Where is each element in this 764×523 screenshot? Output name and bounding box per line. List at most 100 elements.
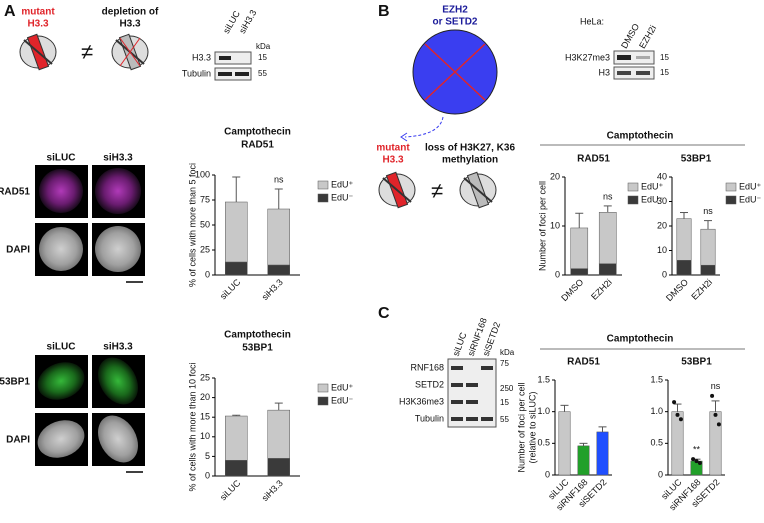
chart-title: RAD51 (577, 154, 610, 165)
bar-segment (570, 227, 589, 269)
data-point (697, 460, 702, 465)
label: mutant (21, 7, 55, 18)
legend-label: EdU⁺ (331, 382, 354, 392)
bar (596, 431, 609, 476)
arrowhead (400, 132, 408, 142)
bar-segment (676, 260, 692, 276)
row-label: DAPI (6, 435, 30, 446)
blot-row-label: H3K27me3 (565, 52, 610, 62)
legend-swatch (627, 195, 639, 205)
bar-segment (598, 212, 617, 264)
blot-row-label: RNF168 (410, 362, 444, 372)
y-tick-label: 20 (657, 220, 667, 230)
annotation: ns (711, 381, 721, 391)
blot-row-label: Tubulin (415, 413, 444, 423)
legend-swatch (627, 182, 639, 192)
y-tick-label: 20 (550, 171, 560, 181)
not-equal: ≠ (431, 178, 443, 203)
blot (613, 50, 655, 65)
y-tick-label: 50 (200, 219, 210, 229)
blot-row-label: H3 (598, 67, 610, 77)
not-equal: ≠ (81, 39, 93, 64)
x-tick-label: DMSO (664, 277, 690, 303)
y-tick-label: 0.5 (537, 438, 550, 448)
blot (613, 66, 655, 80)
legend-label: EdU⁺ (331, 179, 354, 189)
chart-title: Camptothecin (224, 127, 291, 138)
data-point (713, 412, 718, 417)
blot (214, 67, 252, 81)
blot (214, 51, 252, 65)
bar-segment (676, 218, 692, 261)
bar-segment (598, 263, 617, 276)
band (235, 72, 249, 76)
blot-row-label: SETD2 (415, 379, 444, 389)
legend-swatch (725, 182, 737, 192)
band (636, 56, 650, 59)
legend-label: EdU⁻ (739, 194, 762, 204)
chart-title: 53BP1 (681, 357, 712, 368)
bar-segment (700, 228, 716, 266)
y-tick-label: 100 (195, 169, 210, 179)
cross (424, 43, 486, 101)
legend-swatch (725, 195, 737, 205)
size-label: 55 (500, 415, 509, 424)
label: methylation (442, 155, 498, 166)
legend-swatch (317, 396, 329, 406)
y-tick-label: 0 (205, 470, 210, 480)
bar-segment (570, 268, 589, 276)
column-label: siLUC (47, 153, 76, 164)
row-label: 53BP1 (0, 377, 30, 388)
arrow (404, 116, 444, 138)
header: Camptothecin (607, 334, 674, 345)
y-tick-label: 10 (200, 431, 210, 441)
y-tick-label: 1.5 (537, 374, 550, 384)
bar (558, 411, 571, 476)
y-tick-label: 0 (555, 269, 560, 279)
kda-label: kDa (500, 348, 515, 357)
y-tick-label: 0 (545, 469, 550, 479)
annotation: ** (693, 445, 701, 455)
data-point (678, 417, 683, 422)
legend-swatch (317, 180, 329, 190)
size-label: 250 (500, 384, 514, 393)
y-tick-label: 0.5 (650, 438, 663, 448)
chart-title: 53BP1 (681, 154, 712, 165)
y-tick-label: 1.0 (650, 406, 663, 416)
y-tick-label: 30 (657, 196, 667, 206)
chart-subtitle: RAD51 (241, 140, 274, 151)
label: depletion of (102, 7, 159, 18)
bar-segment (225, 415, 248, 461)
band (636, 71, 650, 75)
kda-label: kDa (256, 42, 271, 51)
chart-subtitle: 53BP1 (242, 343, 273, 354)
y-tick-label: 15 (200, 412, 210, 422)
x-tick-label: EZH2i (689, 277, 714, 302)
header: Camptothecin (607, 131, 674, 142)
size-label: 15 (660, 53, 669, 62)
blot-row-label: H3.3 (192, 52, 211, 62)
blot-row-label: H3K36me3 (399, 396, 444, 406)
nucleosome-icon (111, 33, 149, 71)
label: EZH2 (442, 5, 468, 16)
micrograph (35, 355, 145, 473)
label: H3.3 (119, 19, 141, 30)
bar (577, 445, 590, 476)
band (617, 55, 631, 60)
y-axis-label: % of cells with more than 5 foci (187, 163, 197, 287)
y-tick-label: 25 (200, 372, 210, 382)
legend-label: EdU⁺ (739, 181, 762, 191)
column-label: siH3.3 (103, 153, 133, 164)
panel-letter: B (378, 3, 390, 20)
y-tick-label: 20 (200, 392, 210, 402)
band (219, 56, 231, 60)
label: mutant (376, 143, 410, 154)
micrograph (35, 165, 145, 283)
y-tick-label: 40 (657, 171, 667, 181)
y-tick-label: 5 (205, 451, 210, 461)
column-label: siH3.3 (103, 342, 133, 353)
y-axis-label: % of cells with more than 10 foci (187, 362, 197, 491)
legend-label: EdU⁻ (331, 395, 354, 405)
annotation: ns (274, 174, 284, 184)
lane-label: siH3.3 (237, 8, 258, 35)
